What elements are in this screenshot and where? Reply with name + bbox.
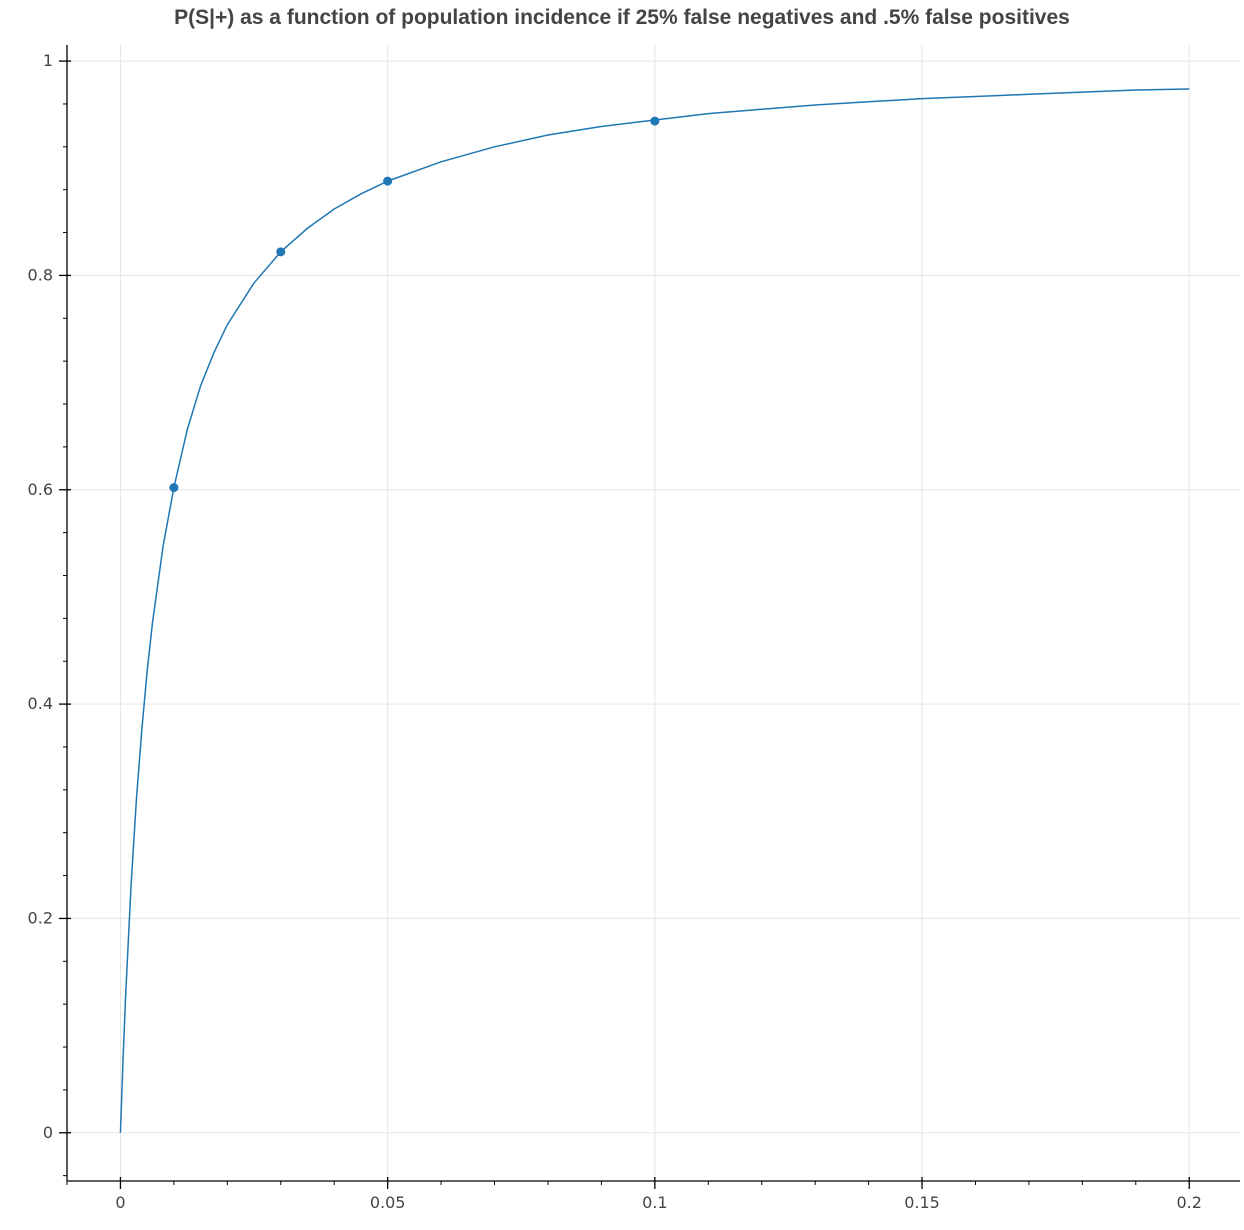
- y-tick-label: 0.4: [28, 694, 53, 713]
- data-series: [119, 88, 1190, 1133]
- x-tick-label: 0.15: [904, 1193, 940, 1212]
- y-tick-label: 0.8: [28, 265, 53, 284]
- x-tick-label: 0: [115, 1193, 125, 1212]
- axes: 0 0.2 0.4 0.6 0.8 1 0 0.05 0.1 0.15 0.2: [28, 45, 1240, 1212]
- chart-title: P(S|+) as a function of population incid…: [174, 6, 1070, 29]
- x-tick-label: 0.2: [1177, 1193, 1202, 1212]
- data-point: [276, 247, 286, 257]
- x-tick-label: 0.1: [642, 1193, 667, 1212]
- grid-lines: [67, 45, 1240, 1181]
- series-line: [119, 88, 1190, 1133]
- data-point: [169, 483, 179, 493]
- x-tick-label: 0.05: [370, 1193, 406, 1212]
- y-tick-label: 0.2: [28, 908, 53, 927]
- y-tick-label: 1: [43, 51, 53, 70]
- y-tick-label: 0: [43, 1123, 53, 1142]
- data-point: [383, 176, 393, 186]
- y-tick-label: 0.6: [28, 480, 53, 499]
- data-point: [650, 116, 660, 126]
